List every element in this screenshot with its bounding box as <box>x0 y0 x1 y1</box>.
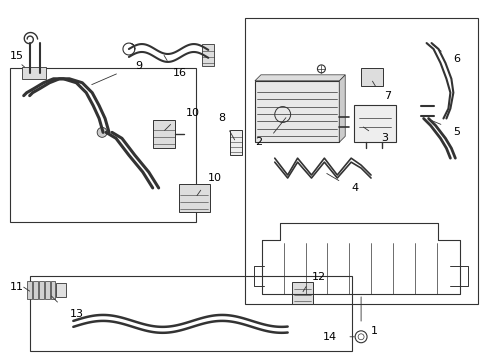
Bar <box>244 18 477 304</box>
Bar <box>33 281 38 299</box>
Polygon shape <box>254 75 345 81</box>
Polygon shape <box>339 75 345 142</box>
Text: 6: 6 <box>452 54 459 64</box>
Text: 11: 11 <box>10 282 24 292</box>
Bar <box>202 44 214 66</box>
Text: 1: 1 <box>370 326 377 336</box>
Text: 5: 5 <box>452 127 459 138</box>
Text: 16: 16 <box>172 68 186 78</box>
Bar <box>152 121 174 148</box>
Bar <box>30 276 351 351</box>
Text: 2: 2 <box>254 137 262 147</box>
Circle shape <box>97 127 107 137</box>
Text: 10: 10 <box>185 108 199 117</box>
Text: 4: 4 <box>350 183 358 193</box>
Text: 8: 8 <box>218 113 225 123</box>
Bar <box>10 68 196 222</box>
Text: 14: 14 <box>323 332 337 342</box>
Bar <box>254 81 339 142</box>
Bar <box>44 281 49 299</box>
Bar <box>360 68 382 86</box>
Text: 12: 12 <box>311 272 325 282</box>
Text: 3: 3 <box>380 133 387 143</box>
Bar <box>39 281 43 299</box>
Text: 10: 10 <box>208 173 222 183</box>
Bar <box>27 281 32 299</box>
Bar <box>230 130 242 155</box>
Bar <box>56 283 66 297</box>
Text: 9: 9 <box>135 61 142 71</box>
Text: 15: 15 <box>10 51 24 61</box>
Bar <box>353 105 395 142</box>
Bar <box>21 67 45 79</box>
Bar <box>178 184 210 212</box>
Text: 13: 13 <box>69 309 83 319</box>
Text: 7: 7 <box>383 91 390 101</box>
Bar <box>291 282 313 304</box>
Bar <box>50 281 55 299</box>
